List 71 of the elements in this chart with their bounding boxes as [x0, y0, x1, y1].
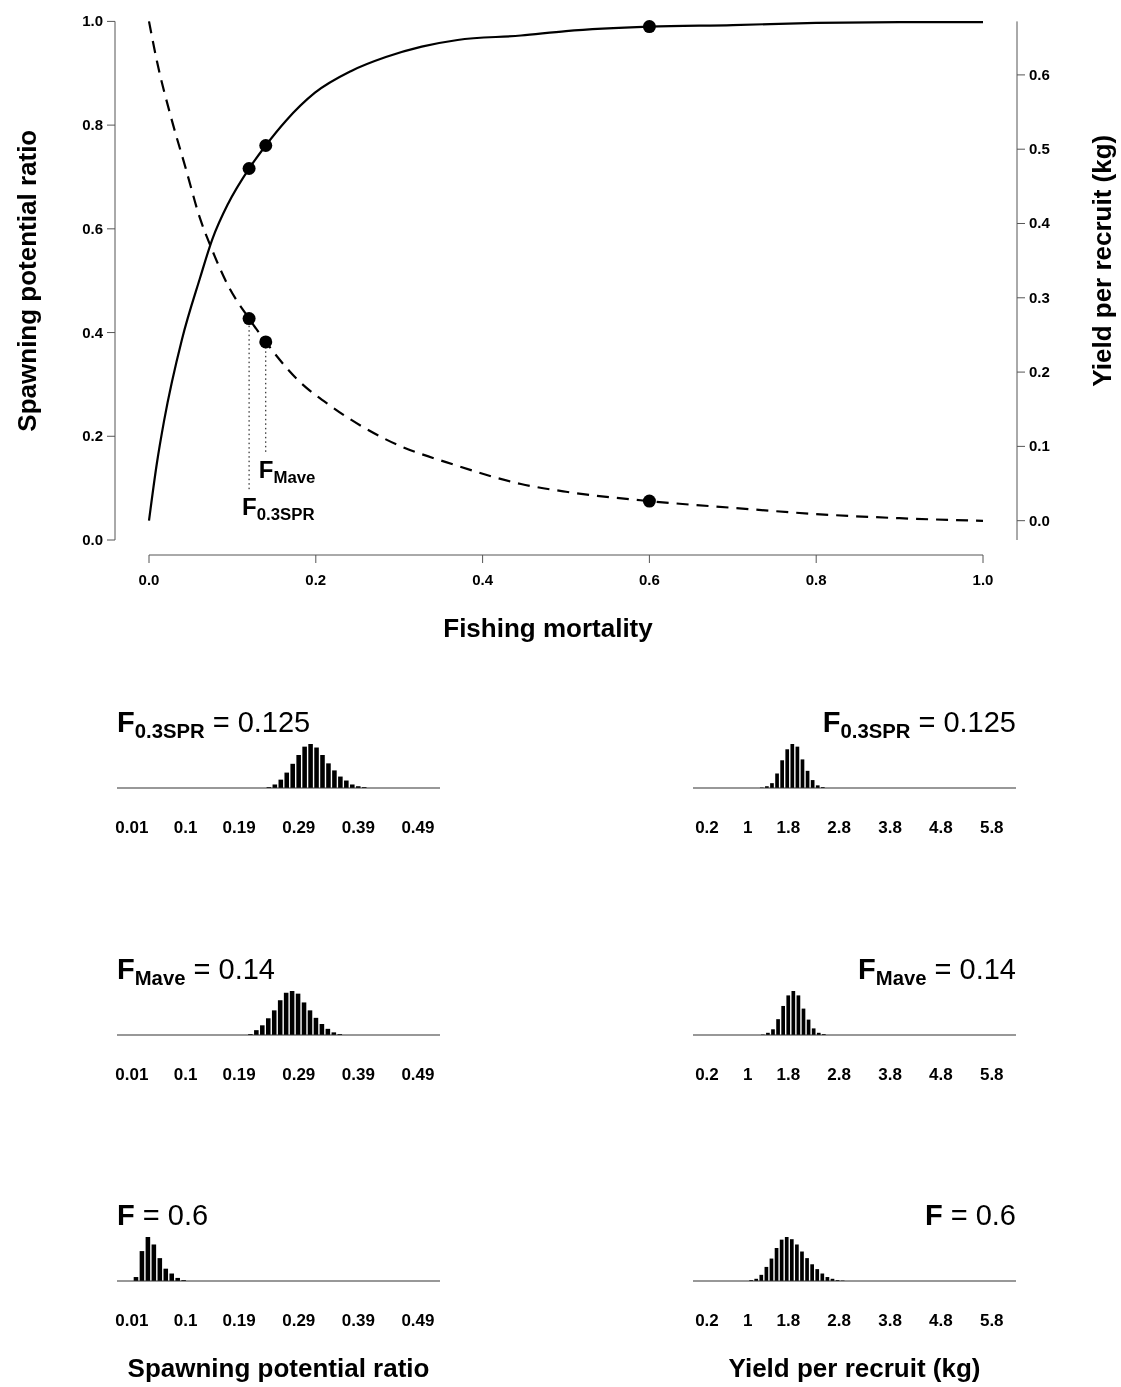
annotation: F$_{0.3SPR}$	[242, 493, 315, 525]
x-tick-label: 0.2	[305, 571, 327, 588]
y2-tick-label: 0.5	[1029, 140, 1050, 158]
x-tick-label: 0.19	[222, 1064, 256, 1084]
chart-title: F$_{Mave}$ = 0.14	[117, 952, 275, 989]
x-tick-label: 4.8	[929, 1311, 953, 1330]
x-axis-title: Yield per recruit (kg)	[728, 1353, 981, 1383]
x-tick-label: 0.4	[472, 571, 494, 588]
x-tick-label: 0.49	[401, 818, 435, 837]
x-tick-label: 0.0	[138, 571, 160, 588]
y-axis-title: Spawning potential ratio	[12, 129, 42, 432]
x-tick-label: 0.49	[401, 1064, 435, 1084]
x-tick-label: 0.01	[115, 1064, 149, 1084]
x-tick-label: 1.8	[776, 1064, 801, 1084]
x-tick-label: 0.1	[173, 818, 198, 837]
chart-title: F = 0.6	[117, 1199, 209, 1231]
y2-axis-title: Yield per recruit (kg)	[1087, 134, 1117, 387]
chart-title: F$_{0.3SPR}$ = 0.125	[822, 706, 1016, 742]
y2-tick-label: 0.4	[1029, 214, 1051, 232]
x-tick-label: 0.2	[695, 1311, 719, 1330]
x-tick-label: 0.29	[282, 818, 316, 837]
x-tick-label: 2.8	[827, 1311, 852, 1330]
x-tick-label: 2.8	[827, 818, 852, 837]
x-tick-label: 5.8	[979, 1064, 1004, 1084]
chart-title: F$_{Mave}$ = 0.14	[858, 952, 1016, 989]
x-tick-label: 0.29	[282, 1311, 316, 1330]
x-tick-label: 4.8	[929, 818, 953, 837]
x-tick-label: 2.8	[827, 1064, 852, 1084]
x-tick-label: 1	[742, 1064, 753, 1084]
x-tick-label: 5.8	[979, 1311, 1004, 1330]
x-tick-label: 0.29	[282, 1064, 316, 1084]
y2-tick-label: 0.2	[1029, 363, 1050, 381]
y-tick-label: 0.6	[82, 219, 103, 237]
x-tick-label: 0.1	[173, 1311, 198, 1330]
y-tick-label: 0.4	[82, 323, 104, 341]
x-tick-label: 0.19	[222, 818, 256, 837]
y-tick-label: 0.8	[82, 116, 103, 134]
x-tick-label: 4.8	[929, 1064, 953, 1084]
y-tick-label: 1.0	[82, 12, 103, 30]
x-tick-label: 1	[742, 1311, 753, 1330]
y2-tick-label: 0.0	[1029, 511, 1050, 529]
annotation: F$_{Mave}$	[258, 455, 316, 487]
x-tick-label: 0.2	[695, 1064, 719, 1084]
x-tick-label: 3.8	[878, 818, 902, 837]
y2-tick-label: 0.3	[1029, 288, 1050, 306]
x-tick-label: 0.1	[173, 1064, 198, 1084]
y-tick-label: 0.0	[82, 531, 103, 548]
y2-tick-label: 0.6	[1029, 65, 1050, 83]
chart-title: F$_{0.3SPR}$ = 0.125	[117, 706, 311, 742]
x-tick-label: 0.39	[341, 1064, 375, 1084]
y-tick-label: 0.2	[82, 427, 103, 445]
x-tick-label: 0.2	[695, 818, 719, 837]
x-tick-label: 3.8	[878, 1311, 902, 1330]
x-tick-label: 0.8	[805, 571, 827, 588]
x-tick-label: 1.8	[776, 1311, 801, 1330]
x-tick-label: 1	[742, 818, 753, 837]
x-axis-title: Spawning potential ratio	[127, 1353, 430, 1383]
x-tick-label: 0.39	[341, 1311, 375, 1330]
x-tick-label: 3.8	[878, 1064, 902, 1084]
x-tick-label: 0.19	[222, 1311, 256, 1330]
x-tick-label: 1.0	[972, 571, 994, 588]
chart-title: F = 0.6	[924, 1199, 1016, 1231]
x-tick-label: 0.01	[115, 1311, 149, 1330]
x-tick-label: 0.39	[341, 818, 375, 837]
x-tick-label: 1.8	[776, 818, 801, 837]
x-tick-label: 5.8	[979, 818, 1004, 837]
y2-tick-label: 0.1	[1029, 437, 1050, 455]
x-tick-label: 0.01	[115, 818, 149, 837]
x-tick-label: 0.6	[638, 571, 660, 588]
x-axis-title: Fishing mortality	[443, 613, 654, 643]
x-tick-label: 0.49	[401, 1311, 435, 1330]
